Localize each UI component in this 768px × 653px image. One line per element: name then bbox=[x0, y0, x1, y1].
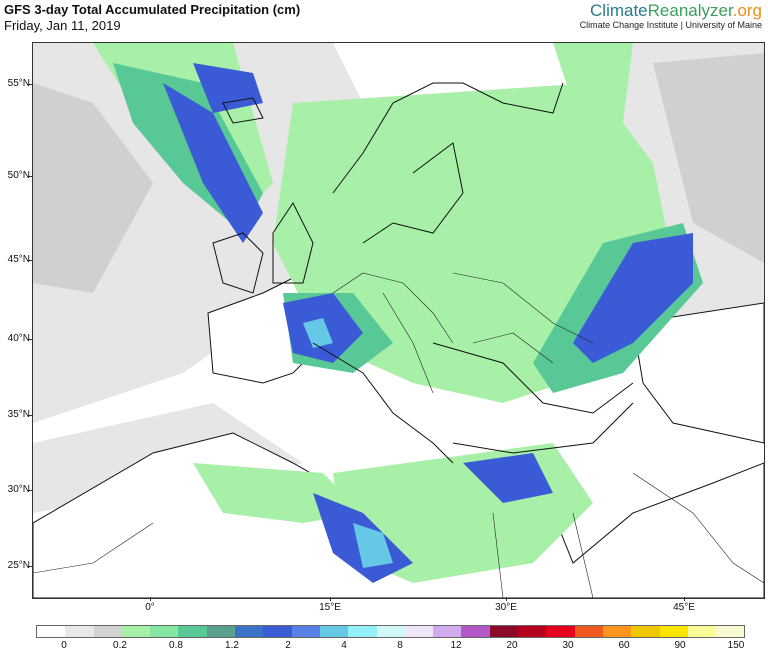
colorbar-label: 20 bbox=[506, 640, 518, 651]
brand-name-part3: .org bbox=[732, 1, 762, 20]
colorbar-segment bbox=[489, 626, 519, 637]
colorbar-segment bbox=[546, 626, 575, 637]
lat-tick bbox=[28, 84, 32, 85]
brand-tagline: Climate Change Institute | University of… bbox=[579, 20, 762, 30]
map-canvas bbox=[33, 43, 764, 598]
lat-label-55: 55°N bbox=[7, 78, 30, 89]
lat-label-25: 25°N bbox=[7, 560, 30, 571]
lat-label-35: 35°N bbox=[7, 409, 30, 420]
colorbar-label: 150 bbox=[727, 640, 745, 651]
lat-label-50: 50°N bbox=[7, 170, 30, 181]
colorbar-segment bbox=[178, 626, 207, 637]
colorbar-label: 0 bbox=[61, 640, 67, 651]
colorbar-label: 90 bbox=[674, 640, 686, 651]
lon-tick bbox=[330, 597, 331, 601]
colorbar-segment bbox=[263, 626, 292, 637]
colorbar-segment bbox=[461, 626, 490, 637]
colorbar-segment bbox=[518, 626, 547, 637]
lon-tick bbox=[506, 597, 507, 601]
lat-tick bbox=[28, 566, 32, 567]
colorbar-segment bbox=[37, 626, 66, 637]
lat-tick bbox=[28, 339, 32, 340]
colorbar-label: 4 bbox=[341, 640, 347, 651]
colorbar-segment bbox=[404, 626, 434, 637]
lat-label-30: 30°N bbox=[7, 484, 30, 495]
colorbar-segment bbox=[235, 626, 264, 637]
lat-label-40: 40°N bbox=[7, 333, 30, 344]
lat-tick bbox=[28, 490, 32, 491]
brand-name: ClimateReanalyzer.org bbox=[580, 1, 762, 21]
chart-date: Friday, Jan 11, 2019 bbox=[4, 18, 121, 33]
colorbar-label: 1.2 bbox=[225, 640, 239, 651]
lat-tick bbox=[28, 260, 32, 261]
colorbar-segment bbox=[433, 626, 462, 637]
very-dry-regions bbox=[33, 53, 764, 293]
chart-title: GFS 3-day Total Accumulated Precipitatio… bbox=[4, 2, 301, 17]
lat-label-45: 45°N bbox=[7, 254, 30, 265]
colorbar-label: 0.8 bbox=[169, 640, 183, 651]
colorbar-segment bbox=[121, 626, 151, 637]
colorbar-label: 0.2 bbox=[113, 640, 127, 651]
lon-tick bbox=[684, 597, 685, 601]
colorbar-segment bbox=[206, 626, 236, 637]
colorbar-segment bbox=[659, 626, 688, 637]
colorbar-label: 12 bbox=[450, 640, 462, 651]
country-borders bbox=[33, 272, 764, 598]
precipitation-colorbar bbox=[36, 625, 746, 638]
precip-very-heavy bbox=[303, 318, 393, 568]
lon-label-15e: 15°E bbox=[319, 602, 341, 613]
lon-tick bbox=[150, 597, 151, 601]
colorbar-label: 30 bbox=[562, 640, 574, 651]
colorbar-label: 2 bbox=[285, 640, 291, 651]
lon-label-30e: 30°E bbox=[495, 602, 517, 613]
lon-label-45e: 45°E bbox=[673, 602, 695, 613]
colorbar-segment bbox=[631, 626, 660, 637]
brand-name-part1: Climate bbox=[590, 1, 648, 20]
brand-name-part2: Reanalyzer bbox=[647, 1, 733, 20]
colorbar-segment bbox=[93, 626, 122, 637]
colorbar-segment bbox=[319, 626, 349, 637]
lat-tick bbox=[28, 176, 32, 177]
coastlines bbox=[212, 82, 634, 464]
colorbar-label: 8 bbox=[397, 640, 403, 651]
colorbar-segment bbox=[602, 626, 632, 637]
lon-label-0: 0° bbox=[145, 602, 155, 613]
colorbar-segment bbox=[150, 626, 179, 637]
lat-tick bbox=[28, 415, 32, 416]
colorbar-segment bbox=[376, 626, 405, 637]
colorbar-label: 60 bbox=[618, 640, 630, 651]
colorbar-segment bbox=[348, 626, 377, 637]
colorbar-segment bbox=[65, 626, 94, 637]
brand-logo[interactable]: ClimateReanalyzer.org Climate Change Ins… bbox=[580, 1, 762, 30]
colorbar-segment bbox=[574, 626, 603, 637]
colorbar-segment bbox=[716, 626, 745, 637]
colorbar-segment bbox=[291, 626, 320, 637]
precipitation-map[interactable] bbox=[32, 42, 765, 599]
colorbar-segment bbox=[687, 626, 717, 637]
